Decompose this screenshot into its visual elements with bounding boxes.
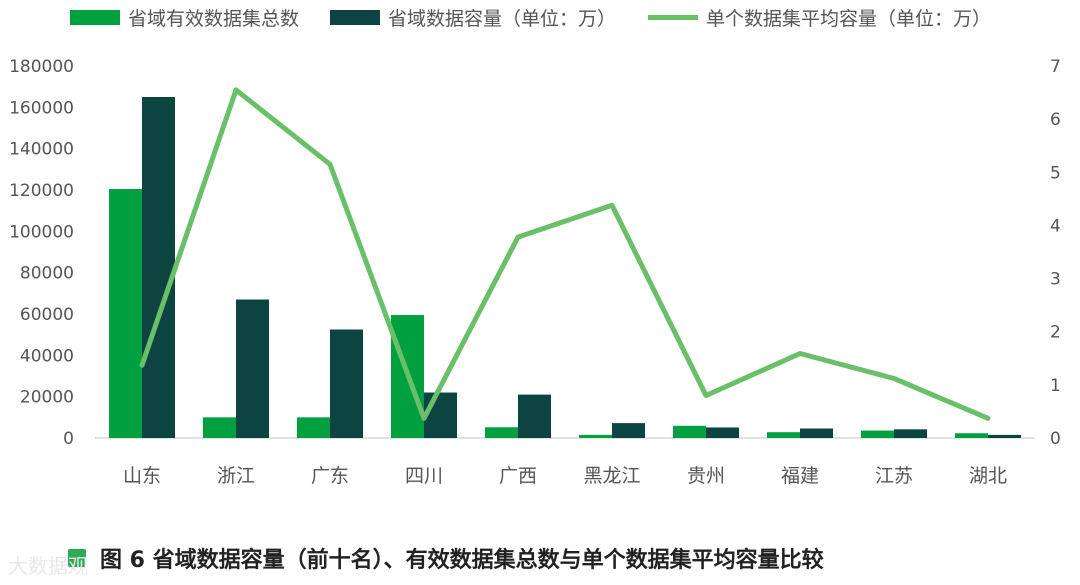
figure-caption: 图 6 省域数据容量（前十名）、有效数据集总数与单个数据集平均容量比较 (68, 541, 824, 575)
combo-chart: 省域有效数据集总数 省域数据容量（单位：万） 单个数据集平均容量（单位：万） 020… (9, 8, 1061, 487)
legend-label: 省域数据容量（单位：万） (388, 8, 616, 30)
y-right-tick-label: 3 (1050, 270, 1061, 290)
x-axis: 山东 浙江 广东 四川 广西 黑龙江 贵州 福建 江苏 湖北 (123, 465, 1007, 487)
bar (579, 434, 612, 438)
legend: 省域有效数据集总数 省域数据容量（单位：万） 单个数据集平均容量（单位：万） (70, 8, 991, 30)
x-tick-label: 广西 (499, 465, 537, 487)
x-tick-label: 四川 (405, 465, 443, 487)
x-tick-label: 江苏 (875, 465, 913, 487)
bar (236, 299, 269, 438)
bar (800, 428, 833, 438)
y-left-tick-label: 40000 (20, 346, 74, 366)
x-tick-label: 贵州 (687, 465, 725, 487)
average-capacity-line (139, 87, 991, 421)
x-tick-label: 广东 (311, 465, 349, 487)
legend-swatch (330, 10, 380, 25)
y-right-tick-label: 7 (1050, 57, 1061, 77)
y-right-tick-label: 5 (1050, 163, 1061, 183)
bar (518, 394, 551, 438)
y-left-tick-label: 140000 (9, 140, 74, 160)
y-right-tick-label: 2 (1050, 323, 1061, 343)
y-right-tick-label: 6 (1050, 110, 1061, 130)
legend-label: 单个数据集平均容量（单位：万） (706, 8, 991, 30)
y-left-tick-label: 120000 (9, 181, 74, 201)
x-tick-label: 山东 (123, 465, 161, 487)
bar (203, 417, 236, 438)
y-left-tick-label: 60000 (20, 305, 74, 325)
caption-marker-icon (68, 549, 86, 567)
y-left-tick-label: 0 (63, 429, 74, 449)
bar (861, 430, 894, 438)
bar (894, 429, 927, 438)
bar (612, 423, 645, 438)
caption-text: 图 6 省域数据容量（前十名）、有效数据集总数与单个数据集平均容量比较 (100, 548, 824, 573)
y-left-tick-label: 20000 (20, 388, 74, 408)
y-left-tick-label: 80000 (20, 264, 74, 284)
x-tick-label: 浙江 (217, 465, 255, 487)
bars (109, 97, 1021, 438)
y-right-tick-label: 0 (1050, 429, 1061, 449)
bar (485, 427, 518, 438)
legend-swatch (70, 10, 120, 25)
x-tick-label: 湖北 (969, 465, 1007, 487)
bar (109, 188, 142, 438)
watermark: 大数据观 (8, 554, 88, 578)
y-left-tick-label: 160000 (9, 98, 74, 118)
bar (706, 427, 739, 438)
x-tick-label: 黑龙江 (583, 465, 640, 487)
y-left-tick-label: 180000 (9, 57, 74, 77)
bar (330, 329, 363, 438)
y-right-axis: 0 1 2 3 4 5 6 7 (1050, 57, 1061, 449)
line-series (139, 87, 991, 421)
bar (955, 433, 988, 438)
bar (988, 434, 1021, 438)
bar (424, 392, 457, 438)
bar (297, 417, 330, 438)
bar (142, 97, 175, 438)
bar (673, 425, 706, 438)
y-right-tick-label: 4 (1050, 216, 1061, 236)
legend-label: 省域有效数据集总数 (128, 8, 299, 30)
y-left-tick-label: 100000 (9, 222, 74, 242)
y-left-axis: 0 20000 40000 60000 80000 100000 120000 140000 1… (9, 57, 74, 449)
bar (767, 432, 800, 438)
y-right-tick-label: 1 (1050, 376, 1061, 396)
x-tick-label: 福建 (781, 465, 819, 487)
